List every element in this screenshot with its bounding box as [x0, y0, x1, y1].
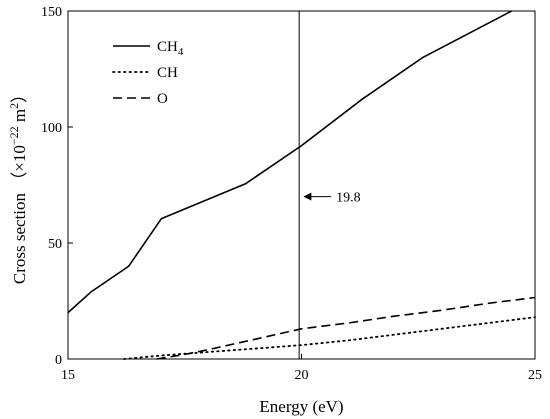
y-tick-label: 100 — [41, 121, 62, 136]
legend-label: O — [157, 91, 168, 107]
y-axis-ticks: 0 50 100 150 — [41, 5, 73, 368]
y-axis-label-unit: m — [10, 109, 29, 126]
y-axis-label-unit-exponent: 2 — [7, 103, 21, 109]
y-tick-label: 50 — [48, 237, 62, 252]
legend-label-name: O — [157, 91, 168, 107]
series-line-solid — [67, 10, 512, 314]
x-tick-label: 20 — [295, 368, 309, 383]
y-tick-label: 150 — [41, 5, 62, 20]
legend-label-subscript: 4 — [178, 46, 184, 58]
x-tick-label: 25 — [528, 368, 542, 383]
legend-label-name: CH — [157, 65, 178, 81]
series-line-dotted — [123, 316, 536, 360]
series-line-dashed — [156, 296, 536, 360]
annotation-label: 19.8 — [336, 191, 361, 206]
x-tick-label: 15 — [61, 368, 75, 383]
annotation-layer: 19.8 — [298, 11, 361, 359]
y-axis-label-suffix: ） — [10, 86, 29, 103]
x-axis-label: Energy (eV) — [259, 397, 343, 416]
y-axis-label-prefix: Cross section （×10 — [10, 145, 29, 284]
y-axis-label: Cross section （×10−22 m2） — [7, 86, 29, 284]
legend-label: CH4 — [157, 39, 184, 58]
x-axis-ticks: 15 20 25 — [61, 354, 542, 383]
y-axis-label-exponent: −22 — [7, 126, 21, 145]
series-layer — [67, 10, 536, 360]
legend-label-name: CH — [157, 39, 178, 55]
y-tick-label: 0 — [55, 353, 62, 368]
legend-label: CH — [157, 65, 178, 81]
